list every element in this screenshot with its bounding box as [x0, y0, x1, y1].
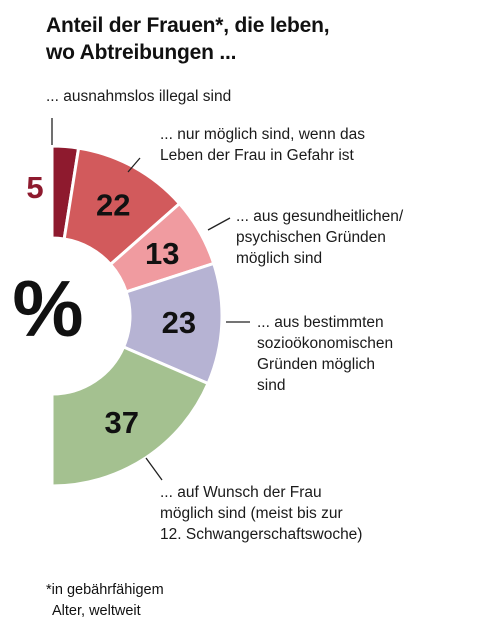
- percent-symbol: %: [12, 264, 83, 353]
- slice-label-socioeconomic-line-3: Gründen möglich: [257, 356, 376, 373]
- leader-lines-group: [51, 118, 250, 481]
- leader-line-life-danger: [127, 157, 141, 173]
- slice-label-socioeconomic-line-1: ... aus bestimmten: [257, 314, 384, 331]
- slice-label-on-request: ... auf Wunsch der Frau möglich sind (me…: [160, 482, 362, 545]
- title-line-2: wo Abtreibungen ...: [46, 41, 237, 64]
- slice-label-health-line-1: ... aus gesundheitlichen/: [236, 208, 404, 225]
- slice-value-illegal: 5: [26, 170, 43, 205]
- slice-label-socioeconomic-line-2: sozioökonomischen: [257, 335, 394, 352]
- slices-group: [50, 144, 224, 488]
- slice-value-socioeconomic: 23: [162, 305, 196, 340]
- slice-label-illegal: ... ausnahmslos illegal sind: [46, 86, 231, 107]
- slice-label-socioeconomic-line-4: sind: [257, 377, 286, 394]
- chart-title: Anteil der Frauen*, die leben, wo Abtrei…: [46, 12, 466, 66]
- title-line-1: Anteil der Frauen*, die leben,: [46, 14, 330, 37]
- slice-label-health-line-2: psychischen Gründen: [236, 229, 386, 246]
- value-labels-group: 5 22 13 23 37: [26, 170, 196, 440]
- footnote: *in gebährfähigem Alter, weltweit: [46, 580, 164, 622]
- slice-on-request: [50, 345, 210, 488]
- leader-line-health: [207, 217, 231, 231]
- slice-label-life-danger-line-2: Leben der Frau in Gefahr ist: [160, 147, 354, 164]
- slice-label-life-danger: ... nur möglich sind, wenn das Leben der…: [160, 124, 365, 166]
- slice-value-health: 13: [145, 236, 179, 271]
- slice-label-on-request-line-3: 12. Schwangerschaftswoche): [160, 526, 363, 543]
- slice-label-health: ... aus gesundheitlichen/ psychischen Gr…: [236, 206, 403, 269]
- slice-value-life-danger: 22: [96, 188, 130, 223]
- slice-label-health-line-3: möglich sind: [236, 250, 323, 267]
- slice-value-on-request: 37: [104, 405, 138, 440]
- slice-label-life-danger-line-1: ... nur möglich sind, wenn das: [160, 126, 366, 143]
- slice-label-on-request-line-2: möglich sind (meist bis zur: [160, 505, 343, 522]
- leader-line-on-request: [145, 457, 163, 481]
- footnote-line-1: *in gebährfähigem: [46, 582, 164, 598]
- slice-label-on-request-line-1: ... auf Wunsch der Frau: [160, 484, 322, 501]
- footnote-line-2: Alter, weltweit: [52, 603, 141, 619]
- slice-label-socioeconomic: ... aus bestimmten sozioökonomischen Grü…: [257, 312, 393, 396]
- slice-label-illegal-line-1: ... ausnahmslos illegal sind: [46, 88, 232, 105]
